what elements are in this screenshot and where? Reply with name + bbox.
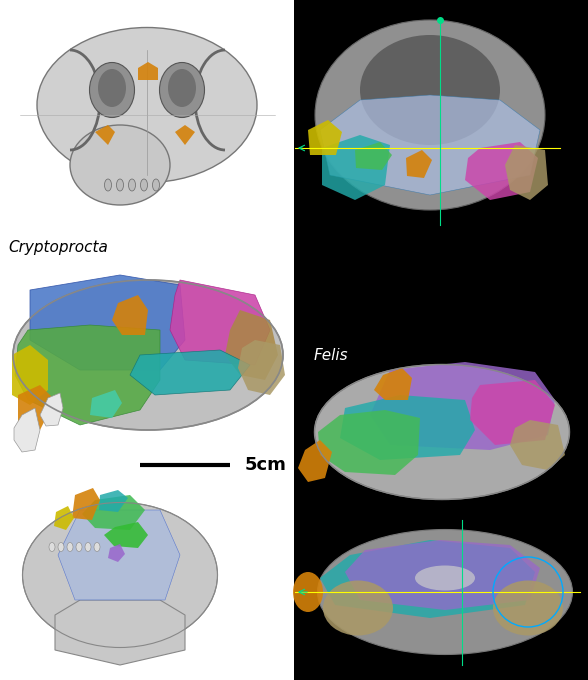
Ellipse shape <box>89 63 135 118</box>
Polygon shape <box>112 295 148 335</box>
Polygon shape <box>18 385 55 430</box>
Ellipse shape <box>159 63 205 118</box>
Polygon shape <box>30 275 185 370</box>
Ellipse shape <box>49 543 55 551</box>
Ellipse shape <box>323 581 393 636</box>
Polygon shape <box>175 125 195 145</box>
Ellipse shape <box>85 543 91 551</box>
Ellipse shape <box>105 179 112 191</box>
Ellipse shape <box>152 179 159 191</box>
Polygon shape <box>308 120 342 155</box>
Bar <box>0 0 294 680</box>
Polygon shape <box>99 490 128 512</box>
Polygon shape <box>55 600 185 665</box>
Polygon shape <box>130 350 250 395</box>
Polygon shape <box>72 488 100 520</box>
Ellipse shape <box>76 543 82 551</box>
Ellipse shape <box>116 179 123 191</box>
Polygon shape <box>510 420 565 470</box>
Ellipse shape <box>37 27 257 182</box>
Ellipse shape <box>493 581 563 636</box>
Text: Cryptoprocta: Cryptoprocta <box>8 240 108 255</box>
Ellipse shape <box>129 179 135 191</box>
Polygon shape <box>340 395 475 460</box>
Text: Felis: Felis <box>314 348 349 363</box>
Polygon shape <box>318 410 420 475</box>
Polygon shape <box>58 510 180 600</box>
Ellipse shape <box>13 280 283 430</box>
Polygon shape <box>322 135 390 200</box>
Polygon shape <box>406 150 432 178</box>
Ellipse shape <box>94 543 100 551</box>
Ellipse shape <box>141 179 148 191</box>
Ellipse shape <box>360 35 500 145</box>
Polygon shape <box>14 408 40 452</box>
Polygon shape <box>170 280 270 365</box>
Polygon shape <box>12 345 48 405</box>
Text: 5cm: 5cm <box>245 456 287 474</box>
Ellipse shape <box>58 543 64 551</box>
Ellipse shape <box>315 364 570 500</box>
Polygon shape <box>374 368 412 400</box>
Polygon shape <box>138 62 158 80</box>
Ellipse shape <box>315 20 545 210</box>
Polygon shape <box>470 380 555 445</box>
Bar <box>294 0 588 680</box>
Ellipse shape <box>22 503 218 647</box>
Polygon shape <box>104 522 148 548</box>
Polygon shape <box>108 544 125 562</box>
Polygon shape <box>465 142 538 200</box>
Polygon shape <box>82 495 145 530</box>
Polygon shape <box>370 362 555 450</box>
Ellipse shape <box>168 69 196 107</box>
Polygon shape <box>505 145 548 200</box>
Polygon shape <box>40 393 63 426</box>
Ellipse shape <box>318 530 573 654</box>
Polygon shape <box>320 95 540 195</box>
Polygon shape <box>15 325 160 425</box>
Polygon shape <box>298 440 332 482</box>
Polygon shape <box>345 540 540 610</box>
Ellipse shape <box>98 69 126 107</box>
Polygon shape <box>95 125 115 145</box>
Polygon shape <box>54 506 74 530</box>
Polygon shape <box>238 340 285 395</box>
Ellipse shape <box>70 125 170 205</box>
Polygon shape <box>90 390 122 418</box>
Polygon shape <box>225 310 278 380</box>
Ellipse shape <box>293 572 323 612</box>
Polygon shape <box>320 540 535 618</box>
Ellipse shape <box>67 543 73 551</box>
Ellipse shape <box>415 566 475 590</box>
Polygon shape <box>355 142 392 170</box>
